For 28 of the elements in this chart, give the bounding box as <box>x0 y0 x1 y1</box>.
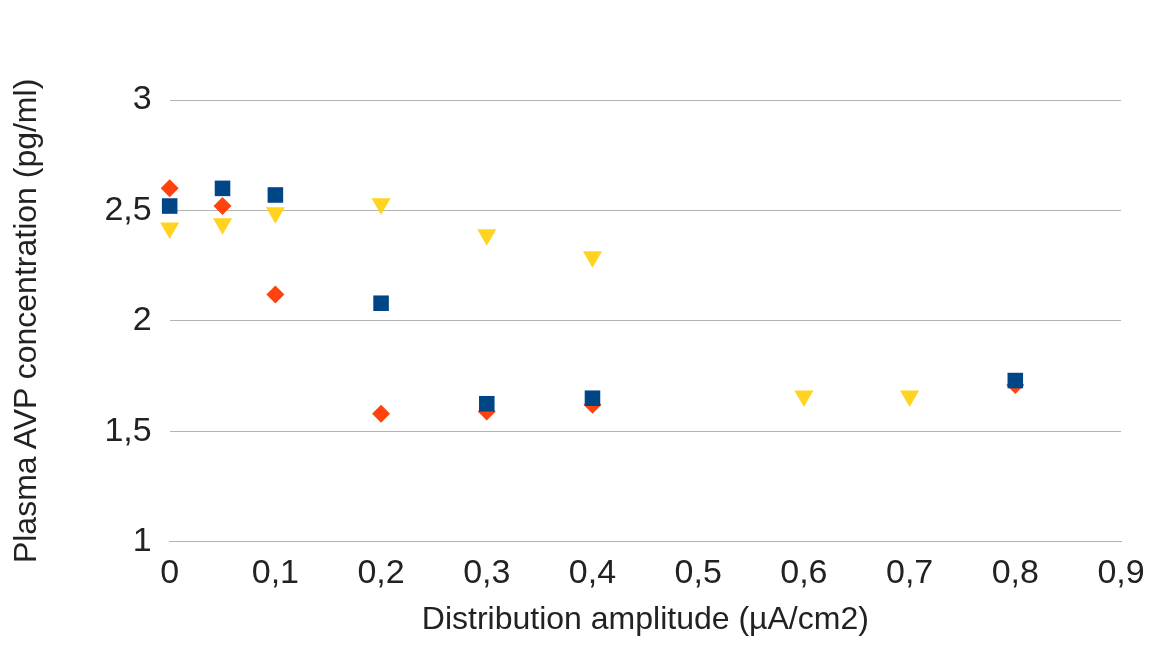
y-tick-label: 1,5 <box>104 409 152 448</box>
point <box>213 197 232 216</box>
x-tick-label: 0,6 <box>780 551 828 590</box>
x-tick-label: 0,4 <box>568 551 617 590</box>
x-tick-label: 0 <box>160 551 180 590</box>
point <box>479 395 495 412</box>
x-tick-label: 0,3 <box>463 551 511 590</box>
point <box>161 198 178 214</box>
x-axis-title: Distribution amplitude (µA/cm2) <box>421 599 869 636</box>
x-tick-label: 0,1 <box>251 551 299 590</box>
x-tick-label: 0,2 <box>357 551 405 590</box>
y-tick-label: 1 <box>132 520 152 559</box>
y-tick-label: 2 <box>132 299 152 338</box>
point <box>214 180 231 197</box>
x-tick-label: 0,5 <box>674 551 722 590</box>
y-tick-label: 2,5 <box>104 188 152 227</box>
point <box>1007 372 1024 389</box>
point <box>372 404 391 423</box>
y-tick-label: 3 <box>132 78 152 117</box>
point <box>584 390 601 406</box>
x-tick-label: 0,7 <box>885 551 934 590</box>
point <box>160 179 179 198</box>
y-axis-title: Plasma AVP concentration (pg/ml) <box>7 78 44 564</box>
x-tick-label: 0,9 <box>1097 551 1145 590</box>
point <box>266 285 285 304</box>
point <box>267 187 284 203</box>
point <box>373 295 389 312</box>
x-tick-label: 0,8 <box>991 551 1039 590</box>
